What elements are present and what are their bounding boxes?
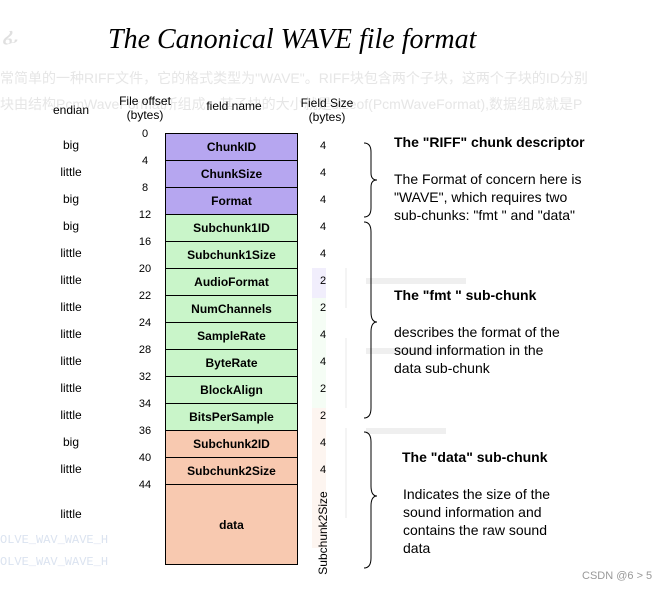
field-size-label: 4 bbox=[319, 140, 327, 152]
endian-label: big bbox=[62, 219, 79, 233]
field-size-label: 4 bbox=[319, 437, 327, 449]
riff-section-description: The Format of concern here is "WAVE", wh… bbox=[394, 171, 582, 223]
size-header-line-1: Field Size bbox=[300, 96, 354, 110]
field-box-bits-per-sample: BitsPerSample bbox=[165, 403, 298, 431]
offset-label: 20 bbox=[138, 263, 152, 275]
endian-label: little bbox=[60, 273, 82, 287]
offset-label: 22 bbox=[138, 290, 152, 302]
field-box-subchunk1-id: Subchunk1ID bbox=[165, 214, 298, 242]
data-field-size-vertical-label: Subchunk2Size bbox=[312, 487, 334, 579]
offset-label: 32 bbox=[138, 371, 152, 383]
offset-label: 28 bbox=[138, 344, 152, 356]
offset-header-line-2: (bytes) bbox=[126, 108, 164, 122]
field-box-subchunk2-size: Subchunk2Size bbox=[165, 457, 298, 485]
field-box-sample-rate: SampleRate bbox=[165, 322, 298, 350]
background-text-line-1: 常简单的一种RIFF文件，它的格式类型为"WAVE"。RIFF块包含两个子块，这… bbox=[0, 70, 588, 86]
field-box-chunk-id: ChunkID bbox=[165, 133, 298, 161]
field-box-format: Format bbox=[165, 187, 298, 215]
field-size-label: 4 bbox=[319, 167, 327, 179]
endian-label: little bbox=[60, 462, 82, 476]
offset-label: 34 bbox=[138, 398, 152, 410]
endian-label: big bbox=[62, 138, 79, 152]
field-size-label: 2 bbox=[319, 302, 327, 314]
endian-label: little bbox=[60, 381, 82, 395]
background-text-line-2: 块由结构PcmWaveFormat所组成，其子块的大小就是sizeof(PcmW… bbox=[0, 96, 583, 112]
field-box-audio-format: AudioFormat bbox=[165, 268, 298, 296]
section-braces bbox=[363, 142, 378, 569]
field-box-subchunk1-size: Subchunk1Size bbox=[165, 241, 298, 269]
background-code-line-1: OLVE_WAV_WAVE_H bbox=[0, 533, 109, 547]
offset-label: 36 bbox=[138, 425, 152, 437]
offset-label: 40 bbox=[138, 452, 152, 464]
endian-header: endian bbox=[52, 103, 90, 117]
field-size-label: 4 bbox=[319, 248, 327, 260]
fmt-section-description: describes the format of the sound inform… bbox=[394, 324, 560, 376]
endian-label: little bbox=[60, 300, 82, 314]
offset-label: 16 bbox=[138, 236, 152, 248]
endian-label: little bbox=[60, 507, 82, 521]
field-box-data: data bbox=[165, 484, 298, 565]
field-size-label: 4 bbox=[319, 464, 327, 476]
background-artifact-mark: ፊ bbox=[2, 24, 19, 49]
background-code-line-2: OLVE_WAV_WAVE_H bbox=[0, 555, 109, 569]
csdn-watermark: CSDN @6 > 5 bbox=[582, 570, 653, 582]
offset-label: 0 bbox=[141, 128, 149, 140]
field-box-num-channels: NumChannels bbox=[165, 295, 298, 323]
ghost-overlay-artwork bbox=[312, 268, 466, 548]
offset-header: File offset (bytes) bbox=[112, 94, 178, 122]
offset-header-line-1: File offset bbox=[119, 94, 171, 108]
field-box-block-align: BlockAlign bbox=[165, 376, 298, 404]
offset-label: 44 bbox=[138, 479, 152, 491]
field-size-label: 4 bbox=[319, 221, 327, 233]
endian-label: little bbox=[60, 354, 82, 368]
endian-label: little bbox=[60, 408, 82, 422]
data-section-description: Indicates the size of the sound informat… bbox=[403, 486, 551, 556]
field-name-header: field name bbox=[206, 99, 262, 113]
endian-label: big bbox=[62, 435, 79, 449]
offset-label: 4 bbox=[141, 155, 149, 167]
field-size-label: 4 bbox=[319, 194, 327, 206]
riff-brace bbox=[363, 142, 378, 218]
data-section-title: The "data" sub-chunk bbox=[402, 449, 548, 465]
fmt-section-title: The "fmt " sub-chunk bbox=[394, 287, 537, 303]
field-size-label: 2 bbox=[319, 275, 327, 287]
field-size-label: 4 bbox=[319, 356, 327, 368]
offset-label: 8 bbox=[141, 182, 149, 194]
endian-label: little bbox=[60, 165, 82, 179]
field-box-byte-rate: ByteRate bbox=[165, 349, 298, 377]
field-size-header: Field Size (bytes) bbox=[296, 96, 358, 124]
size-header-line-2: (bytes) bbox=[308, 110, 346, 124]
field-box-subchunk2-id: Subchunk2ID bbox=[165, 430, 298, 458]
offset-label: 24 bbox=[138, 317, 152, 329]
field-size-label: 2 bbox=[319, 383, 327, 395]
field-box-chunk-size: ChunkSize bbox=[165, 160, 298, 188]
fmt-brace bbox=[363, 221, 378, 419]
data-field-size-text: Subchunk2Size bbox=[316, 491, 330, 575]
offset-label: 12 bbox=[138, 209, 152, 221]
endian-label: little bbox=[60, 327, 82, 341]
endian-label: big bbox=[62, 192, 79, 206]
field-size-label: 4 bbox=[319, 329, 327, 341]
field-size-label: 2 bbox=[319, 410, 327, 422]
diagram-title: The Canonical WAVE file format bbox=[108, 24, 477, 55]
riff-section-title: The "RIFF" chunk descriptor bbox=[394, 134, 585, 150]
endian-label: little bbox=[60, 246, 82, 260]
data-brace bbox=[363, 431, 378, 569]
